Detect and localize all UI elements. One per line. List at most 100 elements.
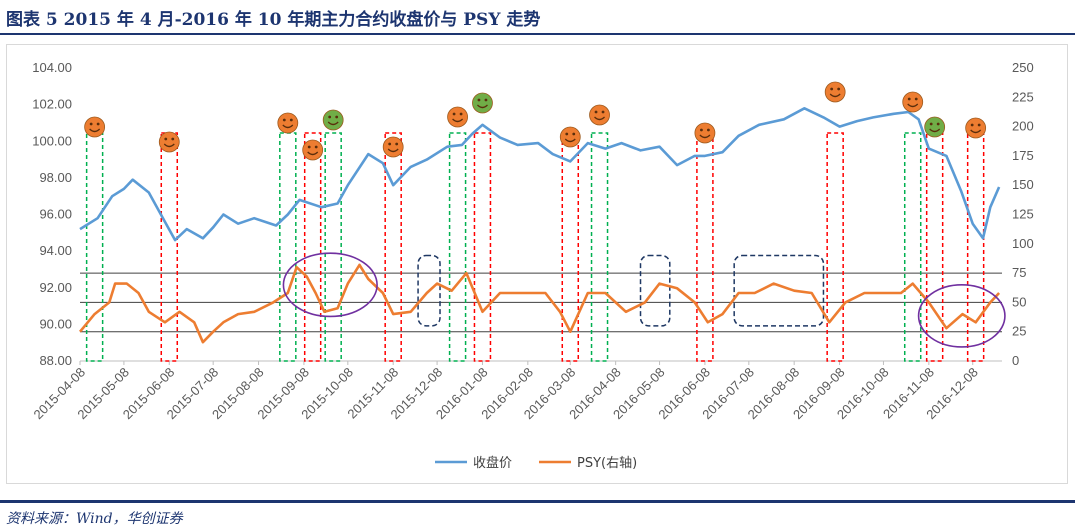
marker-dashed-red <box>160 132 179 362</box>
smiley-eye-icon <box>477 98 481 102</box>
y-right-tick-label: 150 <box>1012 177 1034 192</box>
smiley-mouth-icon <box>564 138 576 143</box>
y-left-tick-label: 90.00 <box>39 316 72 331</box>
smiley-mouth-icon <box>970 129 982 134</box>
smiley-eye-icon <box>314 145 318 149</box>
y-right-tick-label: 175 <box>1012 148 1034 163</box>
figure-title: 图表 5 2015 年 4 月-2016 年 10 年期主力合约收盘价与 PSY… <box>6 10 541 30</box>
smiley-eye-icon <box>572 132 576 136</box>
source-note: 资料来源：Wind，华创证券 <box>6 511 183 527</box>
marker-dashed-red <box>826 132 844 362</box>
chart-frame: 88.00 90.00 92.00 94.00 96.00 98.00 100.00 102.… <box>6 44 1068 484</box>
marker-dashed-green <box>590 132 609 362</box>
smiley-eye-icon <box>970 123 974 127</box>
marker-dashed-red <box>473 132 492 362</box>
smiley-face-icon <box>694 122 716 144</box>
y-right-tick-label: 100 <box>1012 236 1034 251</box>
marker-dashed-red <box>303 132 322 362</box>
smiley-eye-icon <box>96 122 100 126</box>
title-bar: 图表 5 2015 年 4 月-2016 年 10 年期主力合约收盘价与 PSY… <box>0 0 1075 34</box>
smiley-face-icon <box>158 131 180 153</box>
smiley-face-icon <box>84 116 106 138</box>
y-left-tick-label: 92.00 <box>39 280 72 295</box>
marker-dashed-red <box>561 132 580 362</box>
smiley-mouth-icon <box>452 118 464 123</box>
smiley-eye-icon <box>452 112 456 116</box>
smiley-mouth-icon <box>699 134 711 139</box>
smiley-face-icon <box>472 92 493 114</box>
chart: 88.00 90.00 92.00 94.00 96.00 98.00 100.00 102.… <box>30 60 1034 471</box>
y-left-tick-label: 104.00 <box>32 60 72 75</box>
smiley-mouth-icon <box>327 121 339 126</box>
dashed-box <box>639 254 671 327</box>
y-right-tick-label: 225 <box>1012 89 1034 104</box>
smiley-face-icon <box>824 81 846 103</box>
y-right-tick-label: 125 <box>1012 207 1034 222</box>
smiley-mouth-icon <box>282 124 294 129</box>
marker-dashed-green <box>903 132 922 362</box>
smiley-face-icon <box>924 116 946 138</box>
marker-dashed-green <box>324 132 342 362</box>
smiley-eye-icon <box>289 118 293 122</box>
y-left-tick-label: 88.00 <box>39 353 72 368</box>
smiley-eye-icon <box>484 98 488 102</box>
smiley-face-icon <box>965 117 987 139</box>
smiley-eye-icon <box>565 132 569 136</box>
y-left-tick-label: 100.00 <box>32 133 72 148</box>
smiley-eye-icon <box>977 123 981 127</box>
smiley-mouth-icon <box>594 116 605 121</box>
legend-label-psy: PSY(右轴) <box>577 456 637 471</box>
smiley-eye-icon <box>335 115 339 119</box>
smiley-eye-icon <box>459 112 463 116</box>
smiley-eye-icon <box>328 115 332 119</box>
smiley-face-icon <box>322 109 344 131</box>
y-right-tick-label: 50 <box>1012 294 1026 309</box>
highlight-ellipse <box>282 252 378 318</box>
y-right-tick-label: 250 <box>1012 60 1034 75</box>
smiley-eye-icon <box>936 122 940 126</box>
series-line-psy <box>78 263 1001 344</box>
smiley-face-icon <box>902 91 924 113</box>
title-rule <box>0 33 1075 35</box>
smiley-eye-icon <box>707 128 710 132</box>
smiley-eye-icon <box>830 87 834 91</box>
smiley-eye-icon <box>164 137 168 141</box>
marker-dashed-red <box>696 132 714 362</box>
dashed-box <box>417 254 441 327</box>
smiley-eye-icon <box>171 137 175 141</box>
smiley-eye-icon <box>388 142 392 146</box>
y-right-tick-label: 75 <box>1012 265 1026 280</box>
dashed-box <box>733 254 825 327</box>
bottom-rule <box>0 500 1075 503</box>
smiley-eye-icon <box>307 145 311 149</box>
smiley-mouth-icon <box>829 93 841 98</box>
smiley-face-icon <box>559 126 581 148</box>
marker-dashed-green <box>279 132 297 362</box>
smiley-eye-icon <box>700 128 703 132</box>
smiley-mouth-icon <box>477 104 488 109</box>
smiley-eye-icon <box>594 110 598 114</box>
highlight-ellipse <box>917 284 1006 348</box>
marker-dashed-red <box>966 132 985 362</box>
series-line-price <box>79 107 1001 242</box>
y-left-tick-label: 94.00 <box>39 243 72 258</box>
smiley-face-icon <box>382 136 404 158</box>
smiley-eye-icon <box>89 122 93 126</box>
y-right-tick-label: 25 <box>1012 324 1026 339</box>
y-right-tick-label: 200 <box>1012 119 1034 134</box>
smiley-eye-icon <box>395 142 399 146</box>
smiley-face-icon <box>589 104 610 126</box>
smiley-face-icon <box>302 139 324 161</box>
marker-dashed-red <box>384 132 402 362</box>
smiley-eye-icon <box>282 118 286 122</box>
smiley-mouth-icon <box>163 143 175 148</box>
marker-dashed-red <box>925 132 944 362</box>
smiley-eye-icon <box>914 97 918 101</box>
smiley-eye-icon <box>929 122 933 126</box>
y-left-tick-label: 96.00 <box>39 207 72 222</box>
smiley-eye-icon <box>907 97 911 101</box>
smiley-mouth-icon <box>907 103 919 108</box>
smiley-face-icon <box>447 106 468 128</box>
smiley-mouth-icon <box>387 148 399 153</box>
legend-label-price: 收盘价 <box>473 455 512 471</box>
